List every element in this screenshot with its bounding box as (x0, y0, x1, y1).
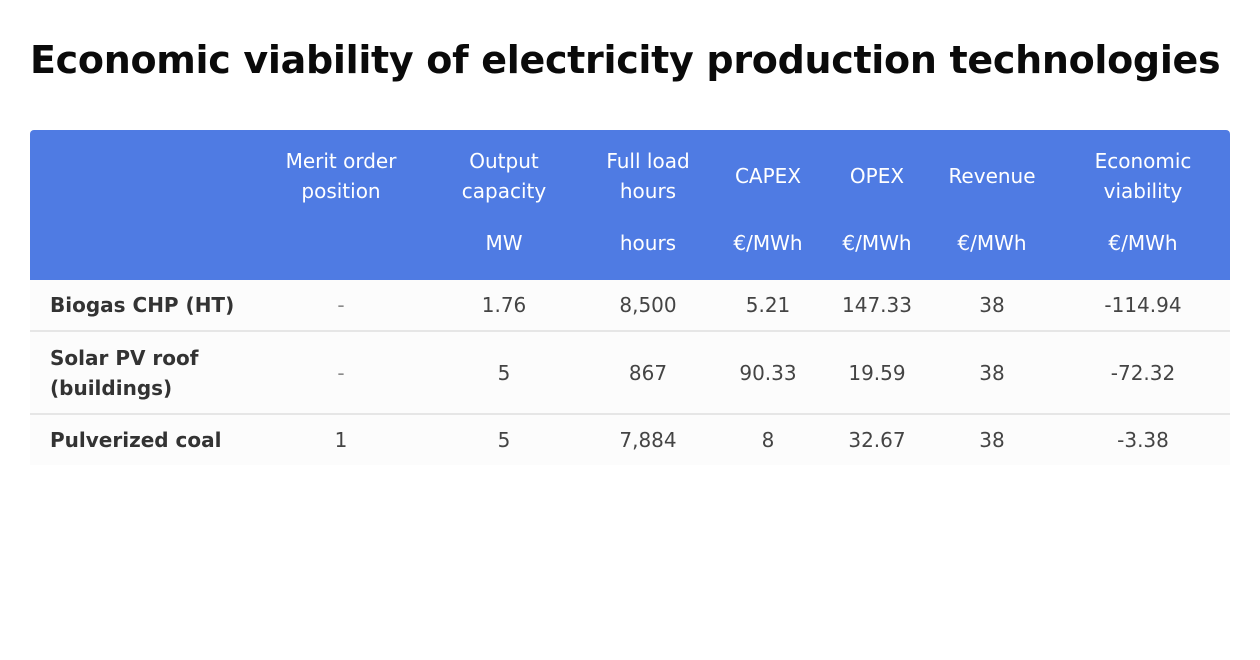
header-opex: OPEX (826, 130, 928, 220)
capacity-cell: 5 (422, 331, 586, 415)
unit-technology (30, 220, 260, 280)
opex-cell: 19.59 (826, 331, 928, 415)
unit-opex: €/MWh (826, 220, 928, 280)
header-labels-row: Merit order position Output capacity Ful… (30, 130, 1230, 220)
viability-cell: -72.32 (1056, 331, 1230, 415)
capex-cell: 90.33 (710, 331, 826, 415)
capacity-cell: 1.76 (422, 280, 586, 332)
full-load-hours-cell: 8,500 (586, 280, 710, 332)
header-revenue: Revenue (928, 130, 1056, 220)
opex-cell: 147.33 (826, 280, 928, 332)
merit-order-cell: - (260, 331, 422, 415)
viability-cell: -114.94 (1056, 280, 1230, 332)
technology-name: Biogas CHP (HT) (30, 280, 260, 332)
viability-cell: -3.38 (1056, 414, 1230, 465)
revenue-cell: 38 (928, 280, 1056, 332)
economic-viability-table: Merit order position Output capacity Ful… (30, 130, 1230, 465)
full-load-hours-cell: 867 (586, 331, 710, 415)
unit-full-load-hours: hours (586, 220, 710, 280)
header-economic-viability: Economic viability (1056, 130, 1230, 220)
opex-cell: 32.67 (826, 414, 928, 465)
technology-name: Pulverized coal (30, 414, 260, 465)
table-row: Solar PV roof (buildings) - 5 867 90.33 … (30, 331, 1230, 415)
header-full-load-hours: Full load hours (586, 130, 710, 220)
merit-order-cell: 1 (260, 414, 422, 465)
revenue-cell: 38 (928, 414, 1056, 465)
capex-cell: 5.21 (710, 280, 826, 332)
full-load-hours-cell: 7,884 (586, 414, 710, 465)
technology-name: Solar PV roof (buildings) (30, 331, 260, 415)
revenue-cell: 38 (928, 331, 1056, 415)
unit-output-capacity: MW (422, 220, 586, 280)
header-capex: CAPEX (710, 130, 826, 220)
capacity-cell: 5 (422, 414, 586, 465)
capex-cell: 8 (710, 414, 826, 465)
page-title: Economic viability of electricity produc… (30, 38, 1221, 82)
unit-economic-viability: €/MWh (1056, 220, 1230, 280)
table-row: Pulverized coal 1 5 7,884 8 32.67 38 -3.… (30, 414, 1230, 465)
table-row: Biogas CHP (HT) - 1.76 8,500 5.21 147.33… (30, 280, 1230, 332)
header-technology (30, 130, 260, 220)
header-output-capacity: Output capacity (422, 130, 586, 220)
header-units-row: MW hours €/MWh €/MWh €/MWh €/MWh (30, 220, 1230, 280)
header-merit-order: Merit order position (260, 130, 422, 220)
merit-order-cell: - (260, 280, 422, 332)
unit-merit-order (260, 220, 422, 280)
unit-revenue: €/MWh (928, 220, 1056, 280)
unit-capex: €/MWh (710, 220, 826, 280)
